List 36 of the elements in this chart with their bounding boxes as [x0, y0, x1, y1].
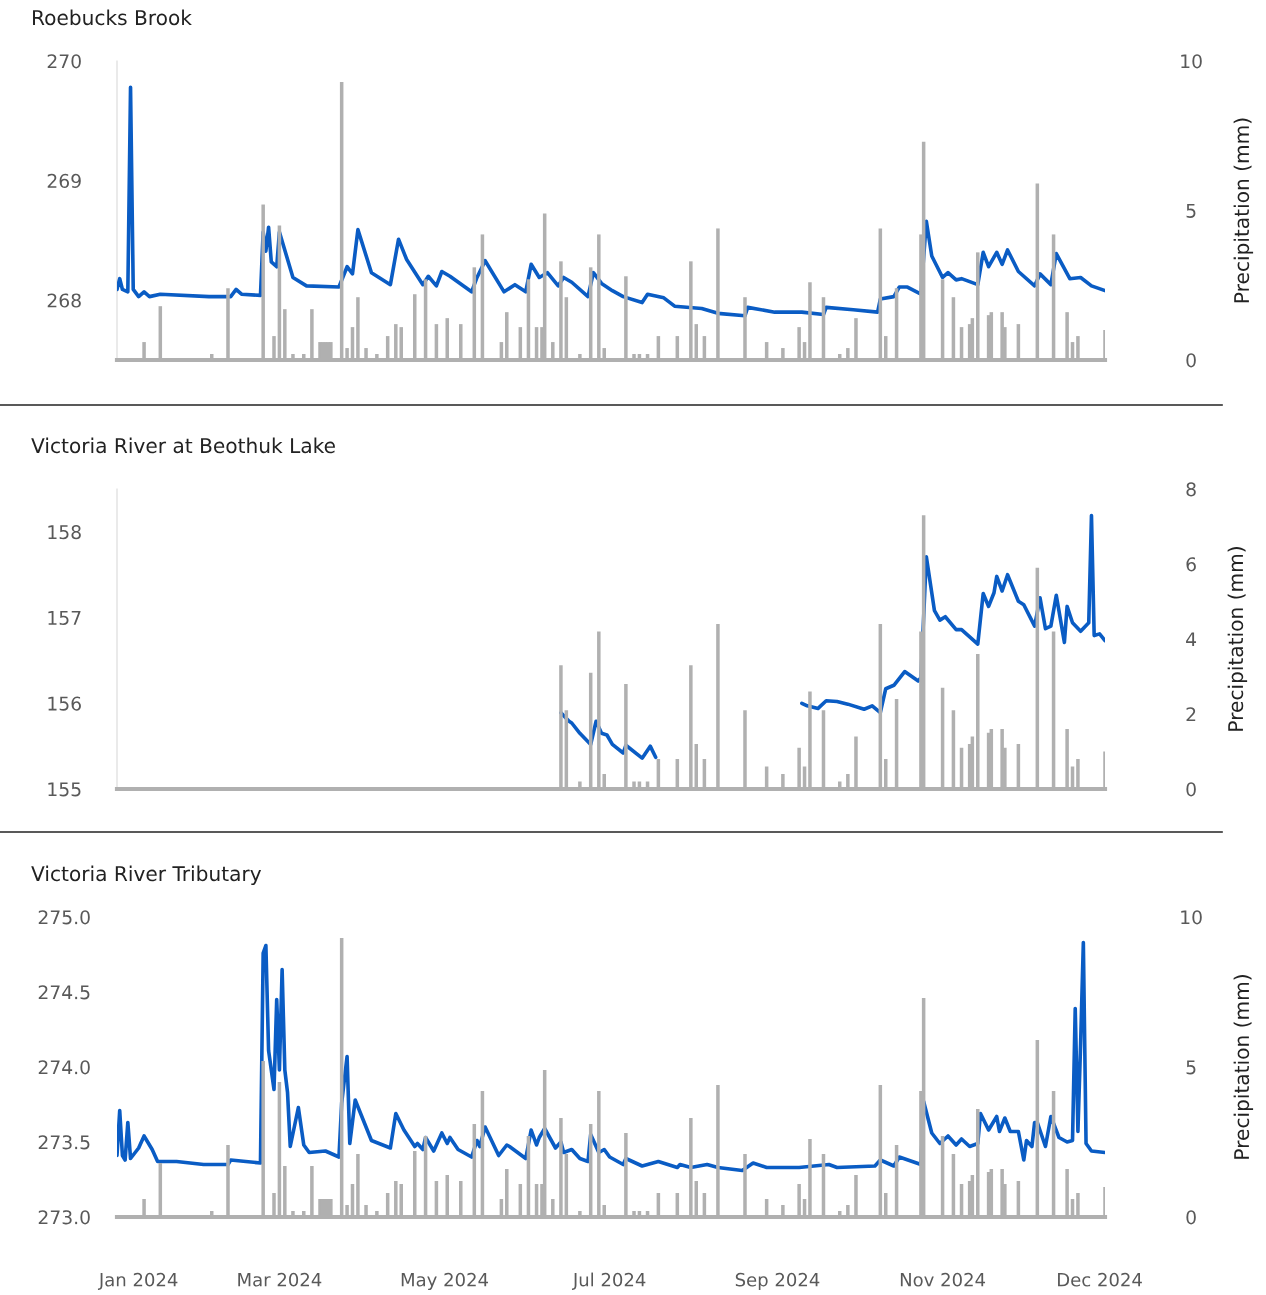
y-tick-label: 268 [47, 293, 81, 308]
x-tick-label: Sep 2024 [735, 1272, 820, 1291]
y-tick-label: 274.5 [38, 985, 90, 1000]
y2-tick-label: 10 [1181, 910, 1202, 925]
y2-tick-label: 10 [1181, 54, 1202, 69]
y-tick-label: 275.0 [38, 910, 90, 925]
y2-tick-label: 5 [1186, 1060, 1196, 1075]
y2-axis-title: Precipitation (mm) [1233, 118, 1254, 303]
x-tick-label: Jan 2024 [97, 1272, 178, 1290]
y2-tick-label: 5 [1186, 203, 1196, 218]
y-tick-label: 158 [48, 525, 81, 540]
y2-tick-label: 2 [1186, 707, 1196, 722]
x-tick-label: Nov 2024 [900, 1272, 986, 1287]
x-tick-label: Jul 2024 [571, 1272, 646, 1290]
y-tick-label: 269 [47, 173, 81, 188]
x-tick-label: May 2024 [401, 1272, 489, 1291]
y2-tick-label: 0 [1186, 1210, 1196, 1225]
y2-axis-title: Precipitation (mm) [1233, 975, 1254, 1159]
x-tick-label: Mar 2024 [238, 1272, 322, 1287]
chart-title: Victoria River Tributary [31, 865, 262, 886]
y-tick-label: 270 [47, 54, 81, 69]
y-tick-label: 155 [48, 782, 81, 797]
y2-tick-label: 0 [1186, 782, 1196, 797]
chart-title: Victoria River at Beothuk Lake [31, 437, 335, 454]
y2-tick-label: 6 [1186, 557, 1196, 572]
y-tick-label: 157 [48, 611, 81, 625]
y-tick-label: 156 [48, 696, 81, 711]
y2-tick-label: 4 [1186, 632, 1197, 647]
y2-tick-label: 8 [1186, 482, 1196, 497]
y2-axis-title: Precipitation (mm) [1227, 547, 1248, 731]
y-tick-label: 273.0 [38, 1210, 90, 1225]
x-tick-label: Dec 2024 [1058, 1272, 1142, 1287]
y-tick-label: 273.5 [38, 1135, 90, 1150]
chart-title: Roebucks Brook [33, 9, 192, 26]
y2-tick-label: 0 [1186, 353, 1196, 368]
y-tick-label: 274.0 [38, 1060, 90, 1075]
